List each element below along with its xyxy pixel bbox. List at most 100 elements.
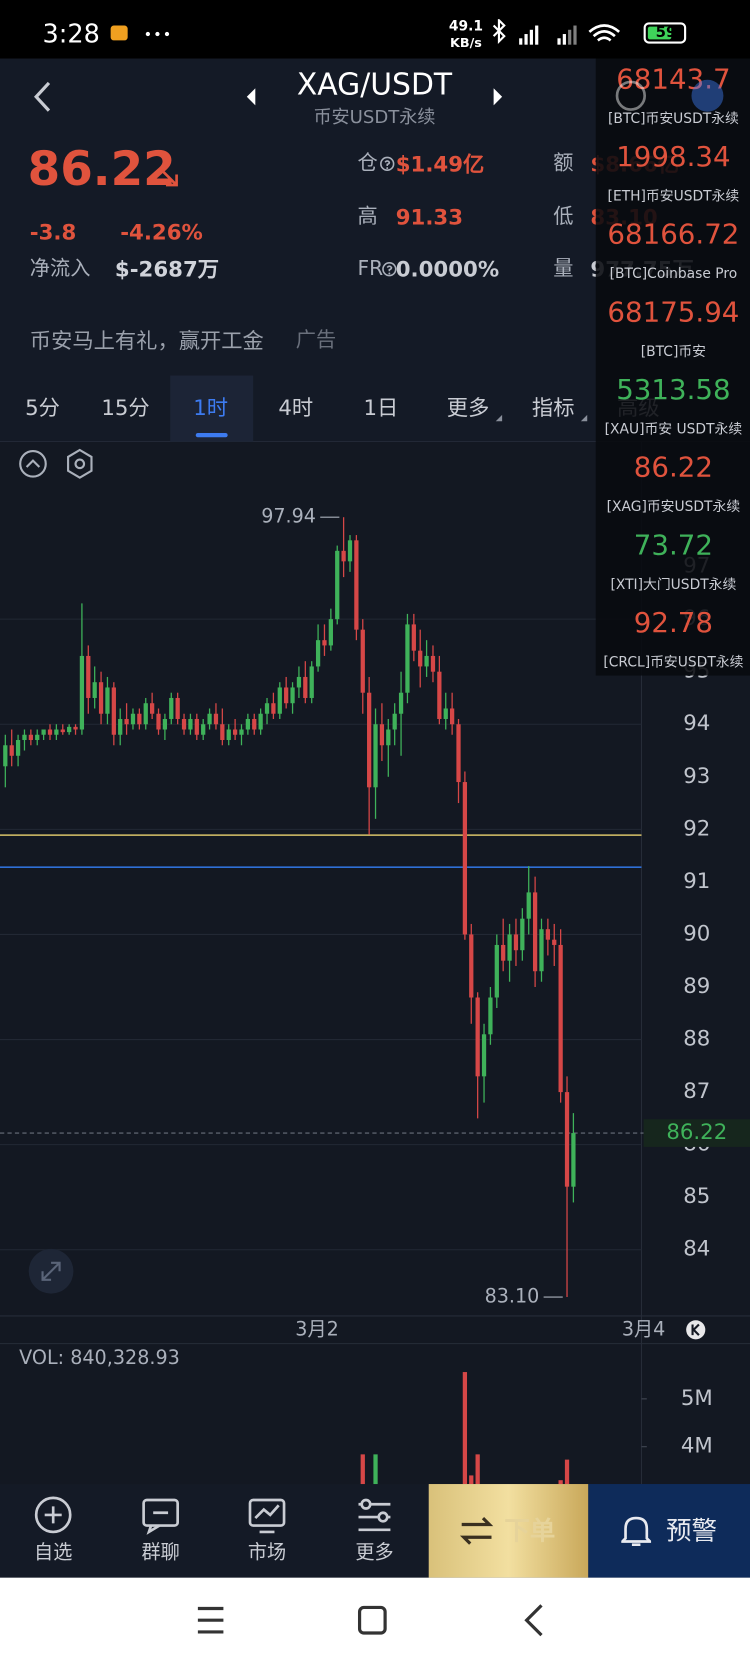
candle-body	[398, 692, 404, 714]
nav-item[interactable]: 市场	[247, 1541, 287, 1564]
candle-body	[450, 708, 455, 725]
candle-body	[328, 619, 333, 646]
nav-item[interactable]: 群聊	[141, 1541, 180, 1564]
stat-label: 量	[553, 256, 574, 281]
candle-body	[437, 671, 442, 719]
ticker-name: [XAG]币安USDT永续	[606, 499, 741, 516]
candle-body	[469, 934, 474, 998]
stat-value: 91.33	[395, 204, 464, 230]
ticker-price[interactable]: 68166.72	[607, 219, 740, 252]
candle-body	[54, 729, 59, 735]
candle-body	[3, 745, 8, 767]
header-actions[interactable]	[612, 79, 750, 117]
y-tick-label: 84	[683, 1237, 710, 1262]
nav-item[interactable]: 更多	[355, 1541, 394, 1564]
candle-body	[545, 929, 551, 940]
price: 86.22	[27, 142, 176, 197]
candle-body	[411, 624, 416, 651]
y-tick-label: 85	[683, 1184, 710, 1209]
candle-body	[347, 540, 353, 562]
order-button[interactable]	[428, 1484, 589, 1578]
candle-body	[392, 713, 397, 730]
candle-body	[111, 687, 116, 735]
candle-body	[488, 997, 493, 1035]
volume-tick-label: 5M	[681, 1386, 713, 1411]
candle-body	[494, 944, 499, 998]
x-tick-label: 3月2	[295, 1317, 338, 1340]
candle-body	[143, 703, 148, 725]
candle-body	[79, 655, 85, 730]
system-nav-icons[interactable]	[0, 1599, 750, 1642]
candle-body	[501, 944, 506, 961]
tab[interactable]: 4时	[278, 394, 314, 421]
candle-body	[284, 687, 289, 704]
candle-body	[354, 540, 359, 630]
candle-body	[15, 740, 21, 756]
candle-body	[539, 929, 544, 972]
tab[interactable]: 指标	[531, 394, 575, 421]
tab[interactable]: 1时	[193, 394, 229, 421]
candle-body	[405, 624, 410, 693]
y-tick-label: 90	[683, 921, 710, 946]
tab[interactable]: 15分	[101, 394, 150, 421]
alert-icon	[621, 1516, 652, 1547]
ticker-price[interactable]: 73.72	[633, 529, 713, 562]
dropdown-mark	[495, 414, 503, 422]
ticker-price[interactable]: 68143.7	[616, 63, 731, 96]
high-label: 97.94	[261, 505, 316, 528]
ticker-price[interactable]: 92.78	[633, 607, 713, 640]
candle-body	[130, 713, 136, 725]
ticker-price[interactable]: 1998.34	[616, 141, 731, 174]
prev-symbol[interactable]	[245, 88, 258, 106]
tab[interactable]: 5分	[25, 394, 60, 421]
alert-label[interactable]: 预警	[665, 1515, 718, 1546]
candle-body	[296, 676, 302, 688]
ticker-name: [CRCL]币安USDT永续	[603, 654, 744, 671]
jump-latest[interactable]	[685, 1319, 706, 1340]
alert-button[interactable]	[588, 1484, 750, 1578]
candle-body	[520, 918, 525, 951]
candle-body	[309, 666, 314, 698]
candle-body	[245, 718, 251, 730]
candle-body	[475, 997, 480, 1077]
candle-body	[481, 1034, 487, 1077]
candle-body	[118, 718, 123, 735]
candle-body	[67, 726, 72, 733]
candle-body	[360, 629, 365, 693]
candle-body	[60, 729, 65, 733]
clock: 3:28	[42, 19, 100, 49]
ticker-price[interactable]: 86.22	[633, 452, 713, 485]
symbol: XAG/USDT	[296, 67, 453, 103]
stat-value: 0.0000%	[395, 256, 500, 282]
candle-body	[169, 697, 174, 719]
order-label[interactable]: 下单	[504, 1515, 556, 1546]
stat-label: 仓	[357, 151, 378, 176]
net-inflow: $-2687万	[114, 256, 220, 282]
back-button[interactable]	[30, 81, 56, 113]
candle-body	[303, 676, 308, 698]
volume-label: VOL: 840,328.93	[19, 1346, 180, 1370]
chart-tools[interactable]	[17, 447, 102, 481]
candle-body	[373, 724, 378, 788]
ticker-name: [BTC]Coinbase Pro	[609, 266, 738, 283]
ticker-name: [XTI]大门USDT永续	[610, 577, 737, 594]
status-icons	[492, 19, 687, 45]
ticker-name: [BTC]币安	[640, 344, 707, 361]
candle-body	[277, 687, 282, 714]
tab[interactable]: 更多	[446, 394, 490, 421]
help-icon[interactable]	[382, 261, 397, 277]
last-price-badge	[643, 1119, 750, 1147]
candle-body	[98, 682, 104, 714]
active-tab-bg	[170, 375, 254, 442]
tab[interactable]: 1日	[363, 394, 399, 421]
expand-button[interactable]	[28, 1248, 75, 1295]
nav-icons	[34, 1496, 391, 1535]
net-speed-unit: KB/s	[450, 35, 482, 51]
ad-text[interactable]: 币安马上有礼，赢开工金	[29, 327, 264, 354]
ticker-price[interactable]: 68175.94	[607, 296, 740, 329]
ticker-price[interactable]: 5313.58	[616, 374, 731, 407]
next-symbol[interactable]	[491, 88, 504, 106]
nav-item[interactable]: 自选	[34, 1541, 73, 1564]
help-icon[interactable]	[380, 156, 395, 172]
